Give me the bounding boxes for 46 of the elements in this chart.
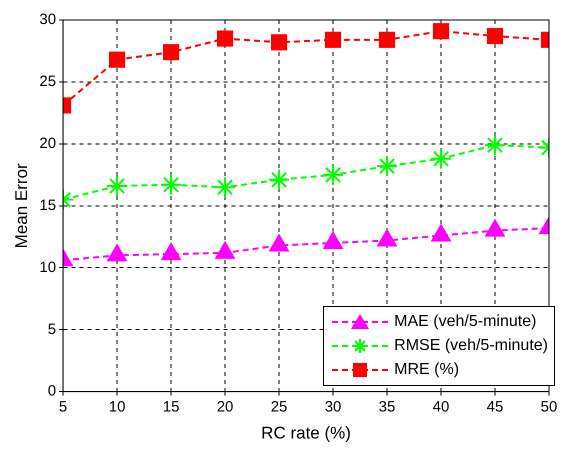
y-tick-label: 20 [39, 135, 56, 152]
point [485, 220, 505, 237]
point [216, 30, 234, 47]
point [109, 52, 126, 68]
x-tick-label: 15 [162, 398, 180, 416]
x-axis-title: RC rate (%) [261, 423, 351, 442]
point [269, 234, 289, 252]
x-tick-label: 25 [270, 398, 288, 416]
point [377, 229, 397, 246]
point [160, 174, 182, 196]
point [323, 232, 343, 249]
y-tick-label: 15 [39, 196, 56, 214]
point [214, 176, 236, 198]
point [270, 34, 288, 50]
point [322, 164, 344, 186]
point [484, 134, 506, 156]
point [107, 244, 127, 262]
point [432, 23, 450, 40]
legend-label: RMSE (veh/5-minute) [394, 337, 548, 355]
y-tick-label: 0 [48, 382, 56, 400]
x-tick-label: 20 [216, 398, 234, 416]
point [324, 32, 342, 48]
point [376, 155, 398, 178]
x-tick-label: 45 [486, 398, 504, 416]
x-tick-label: 35 [378, 398, 396, 416]
legend-label: MRE (%) [394, 361, 460, 379]
y-tick-label: 25 [39, 73, 56, 90]
point [378, 32, 396, 48]
point [106, 174, 128, 197]
y-tick-label: 10 [39, 258, 56, 276]
x-tick-label: 30 [324, 398, 342, 416]
y-tick-label: 30 [39, 11, 56, 28]
legend-label: MAE (veh/5-minute) [394, 313, 536, 331]
y-axis-title: Mean Error [12, 162, 31, 248]
x-tick-label: 40 [432, 398, 450, 416]
point [486, 28, 504, 44]
point [268, 168, 290, 191]
x-tick-label: 50 [540, 398, 558, 416]
point [431, 224, 451, 242]
point [161, 243, 181, 260]
y-tick-label: 5 [48, 320, 56, 338]
point [430, 148, 452, 170]
point [215, 242, 235, 259]
x-tick-label: 5 [58, 398, 68, 416]
point [162, 44, 180, 60]
x-tick-label: 10 [108, 398, 126, 416]
